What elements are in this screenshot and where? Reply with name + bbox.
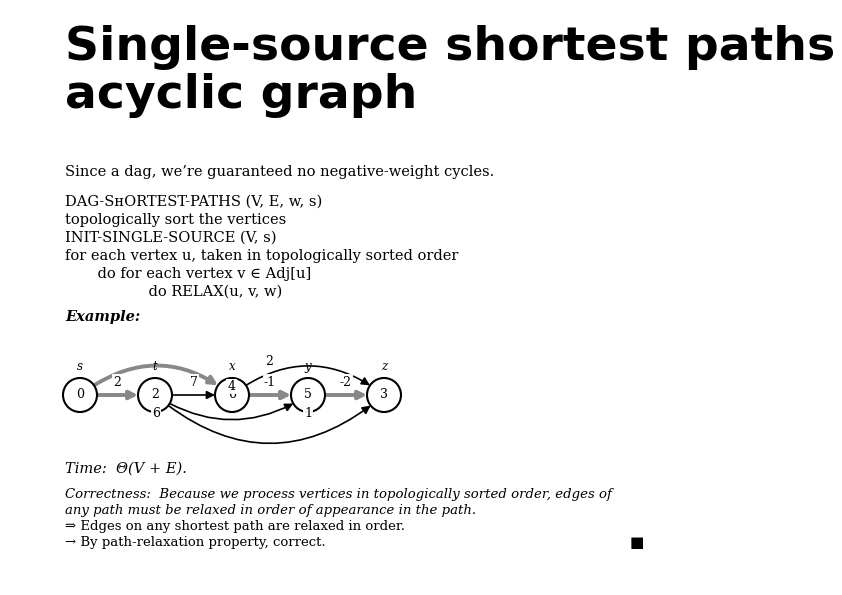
FancyArrowPatch shape: [94, 365, 215, 386]
FancyArrowPatch shape: [168, 406, 369, 443]
Text: Example:: Example:: [65, 310, 141, 324]
Text: → By path-relaxation property, correct.: → By path-relaxation property, correct.: [65, 536, 326, 549]
Text: z: z: [381, 360, 387, 373]
Text: 3: 3: [380, 389, 388, 402]
Circle shape: [138, 378, 172, 412]
Text: DAG-SʜORTEST-PATHS (V, E, w, s): DAG-SʜORTEST-PATHS (V, E, w, s): [65, 195, 322, 209]
Text: ■: ■: [630, 536, 644, 550]
Text: 1: 1: [304, 408, 312, 421]
Circle shape: [63, 378, 97, 412]
Text: 2: 2: [151, 389, 159, 402]
FancyArrowPatch shape: [325, 392, 363, 398]
Text: y: y: [305, 360, 312, 373]
Circle shape: [367, 378, 401, 412]
Text: INIT-SINGLE-SOURCE (V, s): INIT-SINGLE-SOURCE (V, s): [65, 231, 276, 245]
Text: 6: 6: [228, 389, 236, 402]
Text: 2: 2: [114, 375, 121, 389]
Text: do RELAX(u, v, w): do RELAX(u, v, w): [93, 285, 282, 299]
Text: for each vertex u, taken in topologically sorted order: for each vertex u, taken in topologicall…: [65, 249, 458, 263]
FancyArrowPatch shape: [249, 392, 286, 398]
Text: any path must be relaxed in order of appearance in the path.: any path must be relaxed in order of app…: [65, 504, 476, 517]
Text: s: s: [77, 360, 83, 373]
Text: Correctness:  Because we process vertices in topologically sorted order, edges o: Correctness: Because we process vertices…: [65, 488, 612, 501]
FancyArrowPatch shape: [246, 366, 369, 386]
FancyArrowPatch shape: [170, 403, 291, 419]
Text: -2: -2: [340, 375, 352, 389]
Circle shape: [215, 378, 249, 412]
Text: 7: 7: [189, 375, 197, 389]
FancyArrowPatch shape: [172, 392, 213, 398]
Text: t: t: [152, 360, 157, 373]
Text: do for each vertex v ∈ Adj[u]: do for each vertex v ∈ Adj[u]: [79, 267, 312, 281]
Text: 6: 6: [152, 408, 160, 421]
Text: -1: -1: [264, 375, 276, 389]
Text: Single-source shortest paths in a directed
acyclic graph: Single-source shortest paths in a direct…: [65, 25, 842, 118]
Text: 2: 2: [265, 355, 274, 368]
FancyArrowPatch shape: [97, 392, 134, 398]
Text: Time:  Θ(V + E).: Time: Θ(V + E).: [65, 462, 187, 476]
Text: 4: 4: [227, 380, 236, 393]
Text: 5: 5: [304, 389, 312, 402]
Text: ⇒ Edges on any shortest path are relaxed in order.: ⇒ Edges on any shortest path are relaxed…: [65, 520, 405, 533]
Text: 0: 0: [76, 389, 84, 402]
Circle shape: [291, 378, 325, 412]
Text: Since a dag, we’re guaranteed no negative-weight cycles.: Since a dag, we’re guaranteed no negativ…: [65, 165, 494, 179]
Text: x: x: [229, 360, 235, 373]
Text: topologically sort the vertices: topologically sort the vertices: [65, 213, 286, 227]
